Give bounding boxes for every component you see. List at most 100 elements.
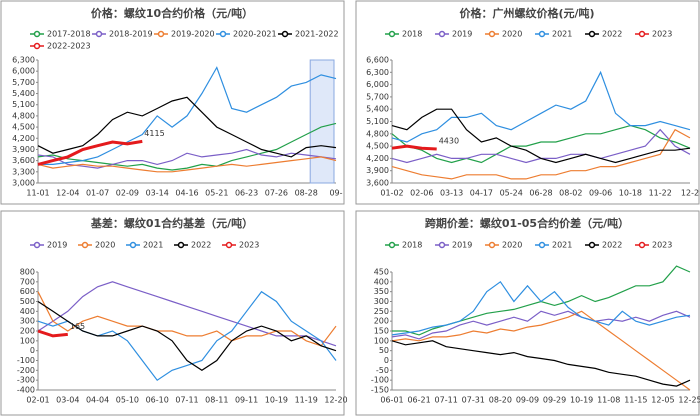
y-tick-label: 300 <box>374 297 389 306</box>
x-tick-label: 02-06 <box>410 189 433 198</box>
x-tick-label: 11-15 <box>624 396 647 405</box>
y-tick-label: 5,700 <box>366 92 389 101</box>
y-tick-label: 4,200 <box>12 134 35 143</box>
x-tick-label: 09- <box>329 189 342 198</box>
legend-marker <box>588 241 596 249</box>
series-line <box>391 144 437 151</box>
x-tick-label: 04-16 <box>175 189 198 198</box>
y-tick-label: -400 <box>17 386 35 395</box>
y-tick-label: 450 <box>374 268 389 277</box>
series-line <box>391 310 691 340</box>
y-tick-label: 5,100 <box>366 117 389 126</box>
legend-label: 2022 <box>191 241 211 250</box>
annotation: 165 <box>70 322 85 331</box>
y-tick-label: 300 <box>20 317 35 326</box>
x-tick-label: 07-31 <box>462 396 485 405</box>
y-tick-label: 4,800 <box>12 111 35 120</box>
y-tick-label: -100 <box>371 376 389 385</box>
x-tick-label: 10-18 <box>619 189 642 198</box>
x-tick-label: 08-20 <box>489 396 512 405</box>
x-tick-label: 09-11 <box>235 396 258 405</box>
y-tick-label: 3,000 <box>12 179 35 188</box>
legend-label: 2017-2018 <box>47 30 91 39</box>
x-tick-label: 09-09 <box>516 396 539 405</box>
legend-label: 2023 <box>652 241 672 250</box>
x-tick-label: 06-23 <box>235 189 258 198</box>
y-tick-label: 4,500 <box>12 123 35 132</box>
legend-label: 2023 <box>652 30 672 39</box>
y-tick-label: 250 <box>374 307 389 316</box>
x-tick-label: 06-21 <box>407 396 430 405</box>
x-tick-label: 01-07 <box>86 189 109 198</box>
chart-title: 基差：螺纹01合约基差（元/吨） <box>90 216 253 230</box>
y-tick-label: 6,300 <box>366 68 389 77</box>
x-tick-label: 07-26 <box>265 189 288 198</box>
x-tick-label: 03-14 <box>146 189 169 198</box>
legend-marker <box>538 241 546 249</box>
y-tick-label: 3,900 <box>12 145 35 154</box>
legend-marker <box>438 30 446 38</box>
series-line <box>391 124 691 164</box>
y-tick-label: 5,700 <box>12 78 35 87</box>
legend-label: 2019 <box>47 241 67 250</box>
y-tick-label: 50 <box>379 346 389 355</box>
x-tick-label: 03-13 <box>440 189 463 198</box>
panel-border <box>0 210 345 416</box>
y-tick-label: 600 <box>20 287 35 296</box>
legend-marker <box>225 241 233 249</box>
y-tick-label: -150 <box>371 386 389 395</box>
x-tick-label: 08-28 <box>295 189 318 198</box>
legend-label: 2021-2022 <box>295 30 339 39</box>
x-tick-label: 05-21 <box>205 189 228 198</box>
legend-marker <box>638 30 646 38</box>
legend-label: 2020-2021 <box>233 30 277 39</box>
legend-marker <box>33 42 41 50</box>
y-tick-label: -100 <box>17 356 35 365</box>
x-tick-label: 12-25 <box>678 396 700 405</box>
y-tick-label: 6,600 <box>366 56 389 65</box>
legend-marker <box>281 30 289 38</box>
x-tick-label: 07-11 <box>435 396 458 405</box>
legend-marker <box>129 241 137 249</box>
y-tick-label: 6,000 <box>12 67 35 76</box>
y-tick-label: 5,400 <box>12 89 35 98</box>
x-tick-label: 04-04 <box>86 396 109 405</box>
y-tick-label: 3,900 <box>366 166 389 175</box>
legend-marker <box>33 30 41 38</box>
series-line <box>38 66 337 165</box>
legend-label: 2021 <box>143 241 163 250</box>
x-tick-label: 12-2 <box>681 189 699 198</box>
series-line <box>391 128 691 180</box>
y-tick-label: 0 <box>30 346 35 355</box>
series-line <box>37 139 143 166</box>
panel-border <box>355 0 700 205</box>
chart-title: 跨期价差：螺纹01-05合约价差（元/吨） <box>425 216 629 230</box>
series-line <box>391 128 691 164</box>
legend-label: 2019 <box>452 30 472 39</box>
y-tick-label: 150 <box>374 327 389 336</box>
legend-label: 2022 <box>602 30 622 39</box>
chart-title: 价格：螺纹10合约价格（元/吨） <box>91 6 253 20</box>
legend-label: 2018-2019 <box>109 30 153 39</box>
legend-marker <box>219 30 227 38</box>
x-tick-label: 02-01 <box>26 396 49 405</box>
legend-label: 2018 <box>402 30 422 39</box>
legend-marker <box>157 30 165 38</box>
series-line <box>37 148 337 169</box>
series-line <box>37 291 337 347</box>
y-tick-label: 3,300 <box>12 167 35 176</box>
y-tick-label: 100 <box>20 336 35 345</box>
x-tick-label: 08-02 <box>559 189 582 198</box>
y-tick-label: 400 <box>20 307 35 316</box>
legend-marker <box>488 30 496 38</box>
y-tick-label: 400 <box>374 277 389 286</box>
x-tick-label: 11-19 <box>295 396 318 405</box>
legend-label: 2023 <box>239 241 259 250</box>
y-tick-label: 200 <box>20 327 35 336</box>
y-tick-label: -300 <box>17 376 35 385</box>
y-tick-label: -50 <box>376 366 389 375</box>
legend-label: 2020 <box>95 241 115 250</box>
x-tick-label: 12-20 <box>324 396 347 405</box>
legend-marker <box>95 30 103 38</box>
